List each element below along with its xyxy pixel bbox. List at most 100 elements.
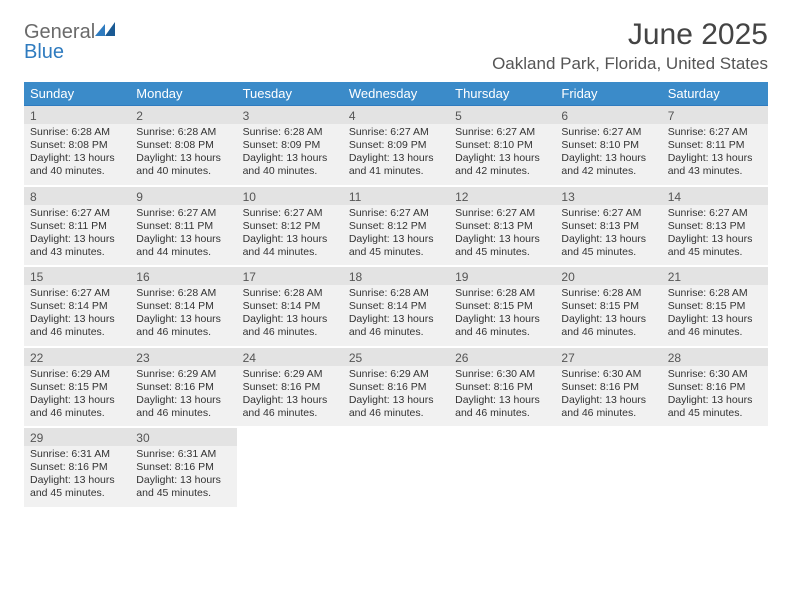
title-block: June 2025 Oakland Park, Florida, United … xyxy=(492,18,768,74)
calendar-cell: 27Sunrise: 6:30 AMSunset: 8:16 PMDayligh… xyxy=(555,347,661,428)
sunrise-text: Sunrise: 6:28 AM xyxy=(243,287,337,300)
sunset-text: Sunset: 8:15 PM xyxy=(561,300,655,313)
sunrise-text: Sunrise: 6:27 AM xyxy=(455,207,549,220)
daylight-text: Daylight: 13 hours and 45 minutes. xyxy=(668,394,762,420)
calendar-row: 29Sunrise: 6:31 AMSunset: 8:16 PMDayligh… xyxy=(24,427,768,508)
day-number: 14 xyxy=(662,187,768,205)
daylight-text: Daylight: 13 hours and 42 minutes. xyxy=(561,152,655,178)
sunset-text: Sunset: 8:16 PM xyxy=(30,461,124,474)
daylight-text: Daylight: 13 hours and 46 minutes. xyxy=(243,313,337,339)
sunset-text: Sunset: 8:12 PM xyxy=(243,220,337,233)
day-number: 18 xyxy=(343,267,449,285)
calendar-row: 8Sunrise: 6:27 AMSunset: 8:11 PMDaylight… xyxy=(24,186,768,267)
sunrise-text: Sunrise: 6:30 AM xyxy=(455,368,549,381)
day-number: 7 xyxy=(662,106,768,124)
day-number: 2 xyxy=(130,106,236,124)
sunset-text: Sunset: 8:16 PM xyxy=(349,381,443,394)
calendar-cell: 26Sunrise: 6:30 AMSunset: 8:16 PMDayligh… xyxy=(449,347,555,428)
calendar-cell: 8Sunrise: 6:27 AMSunset: 8:11 PMDaylight… xyxy=(24,186,130,267)
day-number: 5 xyxy=(449,106,555,124)
day-number: 15 xyxy=(24,267,130,285)
daylight-text: Daylight: 13 hours and 45 minutes. xyxy=(349,233,443,259)
day-details: Sunrise: 6:30 AMSunset: 8:16 PMDaylight:… xyxy=(449,366,555,427)
calendar-cell: 12Sunrise: 6:27 AMSunset: 8:13 PMDayligh… xyxy=(449,186,555,267)
day-number: 6 xyxy=(555,106,661,124)
sunrise-text: Sunrise: 6:28 AM xyxy=(243,126,337,139)
calendar-cell: 2Sunrise: 6:28 AMSunset: 8:08 PMDaylight… xyxy=(130,106,236,186)
sunset-text: Sunset: 8:11 PM xyxy=(30,220,124,233)
day-number: 3 xyxy=(237,106,343,124)
daylight-text: Daylight: 13 hours and 46 minutes. xyxy=(349,394,443,420)
day-details: Sunrise: 6:27 AMSunset: 8:10 PMDaylight:… xyxy=(555,124,661,185)
day-details: Sunrise: 6:27 AMSunset: 8:11 PMDaylight:… xyxy=(24,205,130,266)
daylight-text: Daylight: 13 hours and 46 minutes. xyxy=(30,313,124,339)
day-details: Sunrise: 6:27 AMSunset: 8:11 PMDaylight:… xyxy=(662,124,768,185)
sunset-text: Sunset: 8:14 PM xyxy=(30,300,124,313)
sunset-text: Sunset: 8:15 PM xyxy=(668,300,762,313)
sunrise-text: Sunrise: 6:28 AM xyxy=(561,287,655,300)
page-title: June 2025 xyxy=(492,18,768,52)
day-details: Sunrise: 6:28 AMSunset: 8:09 PMDaylight:… xyxy=(237,124,343,185)
calendar-cell xyxy=(662,427,768,508)
day-number: 21 xyxy=(662,267,768,285)
day-details: Sunrise: 6:27 AMSunset: 8:12 PMDaylight:… xyxy=(343,205,449,266)
sunset-text: Sunset: 8:16 PM xyxy=(243,381,337,394)
day-number: 29 xyxy=(24,428,130,446)
calendar-cell xyxy=(237,427,343,508)
day-details: Sunrise: 6:28 AMSunset: 8:08 PMDaylight:… xyxy=(130,124,236,185)
day-details: Sunrise: 6:27 AMSunset: 8:14 PMDaylight:… xyxy=(24,285,130,346)
daylight-text: Daylight: 13 hours and 46 minutes. xyxy=(561,394,655,420)
day-number: 8 xyxy=(24,187,130,205)
sunrise-text: Sunrise: 6:31 AM xyxy=(136,448,230,461)
sunrise-text: Sunrise: 6:27 AM xyxy=(30,207,124,220)
sunset-text: Sunset: 8:13 PM xyxy=(668,220,762,233)
sunset-text: Sunset: 8:15 PM xyxy=(30,381,124,394)
calendar-cell xyxy=(555,427,661,508)
calendar-cell: 6Sunrise: 6:27 AMSunset: 8:10 PMDaylight… xyxy=(555,106,661,186)
sunrise-text: Sunrise: 6:27 AM xyxy=(349,126,443,139)
sunset-text: Sunset: 8:16 PM xyxy=(136,461,230,474)
sunrise-text: Sunrise: 6:27 AM xyxy=(349,207,443,220)
sunrise-text: Sunrise: 6:30 AM xyxy=(561,368,655,381)
calendar-cell: 19Sunrise: 6:28 AMSunset: 8:15 PMDayligh… xyxy=(449,266,555,347)
daylight-text: Daylight: 13 hours and 43 minutes. xyxy=(30,233,124,259)
day-details: Sunrise: 6:28 AMSunset: 8:15 PMDaylight:… xyxy=(555,285,661,346)
daylight-text: Daylight: 13 hours and 46 minutes. xyxy=(136,394,230,420)
sunrise-text: Sunrise: 6:28 AM xyxy=(349,287,443,300)
logo-text: General Blue xyxy=(24,22,115,62)
day-details: Sunrise: 6:29 AMSunset: 8:16 PMDaylight:… xyxy=(237,366,343,427)
sunrise-text: Sunrise: 6:30 AM xyxy=(668,368,762,381)
weekday-header: Thursday xyxy=(449,82,555,106)
sunrise-text: Sunrise: 6:28 AM xyxy=(455,287,549,300)
sunset-text: Sunset: 8:16 PM xyxy=(455,381,549,394)
sunrise-text: Sunrise: 6:28 AM xyxy=(136,126,230,139)
daylight-text: Daylight: 13 hours and 46 minutes. xyxy=(668,313,762,339)
sunset-text: Sunset: 8:11 PM xyxy=(668,139,762,152)
logo-mark-icon xyxy=(95,22,115,38)
day-details: Sunrise: 6:27 AMSunset: 8:13 PMDaylight:… xyxy=(449,205,555,266)
sunrise-text: Sunrise: 6:29 AM xyxy=(136,368,230,381)
sunset-text: Sunset: 8:09 PM xyxy=(349,139,443,152)
daylight-text: Daylight: 13 hours and 43 minutes. xyxy=(668,152,762,178)
sunrise-text: Sunrise: 6:27 AM xyxy=(561,207,655,220)
sunrise-text: Sunrise: 6:28 AM xyxy=(30,126,124,139)
sunrise-text: Sunrise: 6:27 AM xyxy=(455,126,549,139)
sunrise-text: Sunrise: 6:31 AM xyxy=(30,448,124,461)
day-details: Sunrise: 6:27 AMSunset: 8:13 PMDaylight:… xyxy=(555,205,661,266)
daylight-text: Daylight: 13 hours and 45 minutes. xyxy=(136,474,230,500)
day-number: 23 xyxy=(130,348,236,366)
logo: General Blue xyxy=(24,18,115,62)
day-number: 28 xyxy=(662,348,768,366)
daylight-text: Daylight: 13 hours and 46 minutes. xyxy=(455,313,549,339)
calendar-head: Sunday Monday Tuesday Wednesday Thursday… xyxy=(24,82,768,106)
calendar-row: 22Sunrise: 6:29 AMSunset: 8:15 PMDayligh… xyxy=(24,347,768,428)
day-number: 13 xyxy=(555,187,661,205)
calendar-cell: 25Sunrise: 6:29 AMSunset: 8:16 PMDayligh… xyxy=(343,347,449,428)
day-number: 9 xyxy=(130,187,236,205)
daylight-text: Daylight: 13 hours and 42 minutes. xyxy=(455,152,549,178)
daylight-text: Daylight: 13 hours and 46 minutes. xyxy=(561,313,655,339)
day-details: Sunrise: 6:29 AMSunset: 8:15 PMDaylight:… xyxy=(24,366,130,427)
sunset-text: Sunset: 8:13 PM xyxy=(455,220,549,233)
day-number: 30 xyxy=(130,428,236,446)
day-details: Sunrise: 6:28 AMSunset: 8:15 PMDaylight:… xyxy=(662,285,768,346)
